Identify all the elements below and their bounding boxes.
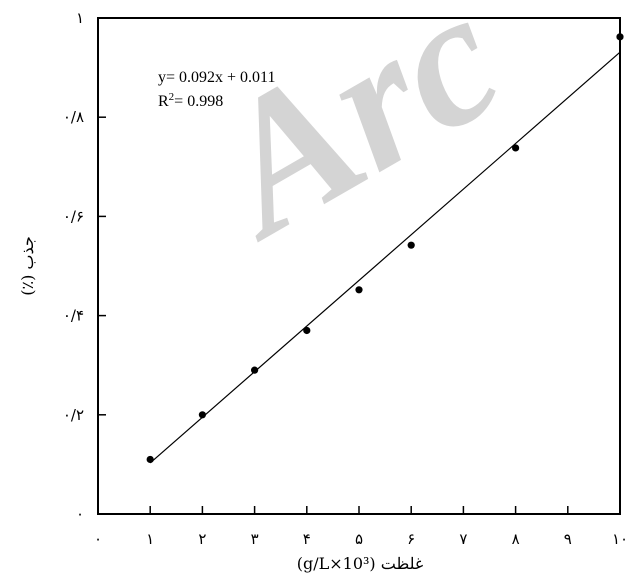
- trendline: [149, 51, 621, 464]
- r-squared-label: R2= 0.998: [158, 91, 223, 110]
- y-tick-label: ۱: [76, 9, 84, 27]
- data-point: [198, 411, 206, 419]
- y-tick-label: ۰/۸: [63, 108, 84, 126]
- data-point: [251, 366, 259, 374]
- x-tick-label: ۹: [564, 530, 572, 548]
- trendline-layer: [149, 51, 621, 464]
- watermark: Arc: [174, 0, 534, 279]
- x-tick-label: ۲: [198, 530, 206, 548]
- y-tick-label: ۰: [76, 505, 84, 523]
- data-points: [146, 33, 624, 464]
- x-tick-label: ۱۰: [612, 530, 628, 548]
- x-tick-label: ۰: [94, 530, 102, 548]
- y-tick-label: ۰/۲: [63, 406, 84, 424]
- data-point: [407, 241, 415, 249]
- y-tick-label: ۰/۶: [63, 207, 84, 225]
- x-axis-ticks: ۰ ۱ ۲ ۳ ۴ ۵ ۶ ۷ ۸ ۹ ۱۰: [94, 506, 628, 548]
- plot-frame: [97, 17, 621, 515]
- x-tick-label: ۶: [407, 530, 415, 548]
- x-tick-label: ۱: [146, 530, 154, 548]
- y-axis-title: جذب (٪): [18, 236, 37, 296]
- y-axis-ticks: ۰ ۰/۲ ۰/۴ ۰/۶ ۰/۸ ۱: [63, 9, 106, 523]
- x-tick-label: ۸: [512, 530, 520, 548]
- equation-label: y= 0.092x + 0.011: [158, 69, 275, 86]
- data-point: [303, 326, 311, 335]
- data-point: [511, 144, 520, 152]
- x-tick-label: ۳: [251, 530, 259, 548]
- x-axis-title: غلظت (g/L×10³): [297, 554, 424, 573]
- y-tick-label: ۰/۴: [63, 307, 84, 325]
- x-tick-label: ۴: [303, 530, 311, 548]
- x-tick-label: ۵: [355, 530, 363, 548]
- data-point: [146, 455, 154, 464]
- data-point: [355, 286, 363, 294]
- x-tick-label: ۷: [459, 530, 467, 548]
